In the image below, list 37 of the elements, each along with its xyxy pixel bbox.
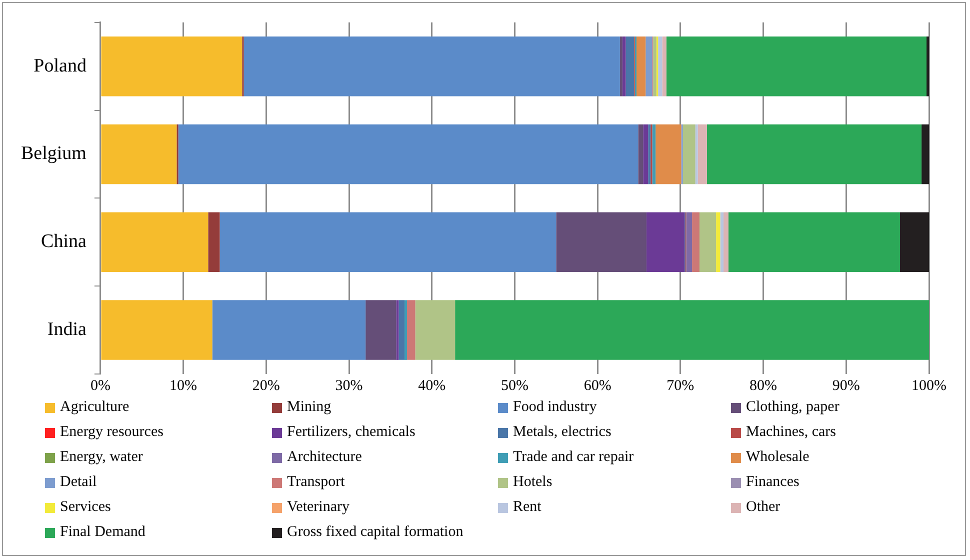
x-tick-label: 0% (90, 378, 110, 394)
x-tick-label: 50% (500, 378, 528, 394)
x-tick-label: 90% (832, 378, 860, 394)
legend-label: Machines, cars (746, 424, 836, 441)
legend-label: Finances (746, 474, 800, 491)
legend-label: Transport (287, 474, 345, 491)
legend-label: Veterinary (287, 499, 350, 516)
x-tick-label: 30% (335, 378, 363, 394)
x-tick-label: 80% (750, 378, 778, 394)
legend-label: Wholesale (746, 449, 810, 466)
y-tick-label: Belgium (20, 143, 87, 164)
legend-label: Other (746, 499, 780, 516)
legend-label: Clothing, paper (746, 399, 840, 416)
x-tick-label: 70% (666, 378, 694, 394)
legend-label: Mining (287, 399, 332, 416)
y-tick-label: China (41, 231, 88, 252)
legend-label: Energy resources (60, 424, 164, 441)
legend-label: Gross fixed capital formation (287, 524, 464, 541)
x-tick-label: 10% (170, 378, 198, 394)
x-tick-label: 40% (418, 378, 446, 394)
legend-label: Trade and car repair (513, 449, 634, 466)
legend-label: Agriculture (60, 399, 130, 416)
legend-label: Energy, water (60, 449, 143, 466)
legend-label: Services (60, 499, 111, 516)
legend-label: Food industry (513, 399, 597, 416)
legend-label: Fertilizers, chemicals (287, 424, 416, 441)
legend-label: Detail (60, 474, 97, 491)
x-tick-label: 20% (252, 378, 280, 394)
legend-label: Metals, electrics (513, 424, 612, 441)
legend-label: Rent (513, 499, 542, 516)
legend-label: Hotels (513, 474, 552, 491)
y-tick-label: Poland (34, 55, 87, 76)
y-tick-label: India (47, 319, 87, 340)
x-tick-label: 60% (584, 378, 612, 394)
legend-label: Architecture (287, 449, 362, 466)
legend-label: Final Demand (60, 524, 146, 541)
x-tick-label: 100% (912, 378, 946, 394)
